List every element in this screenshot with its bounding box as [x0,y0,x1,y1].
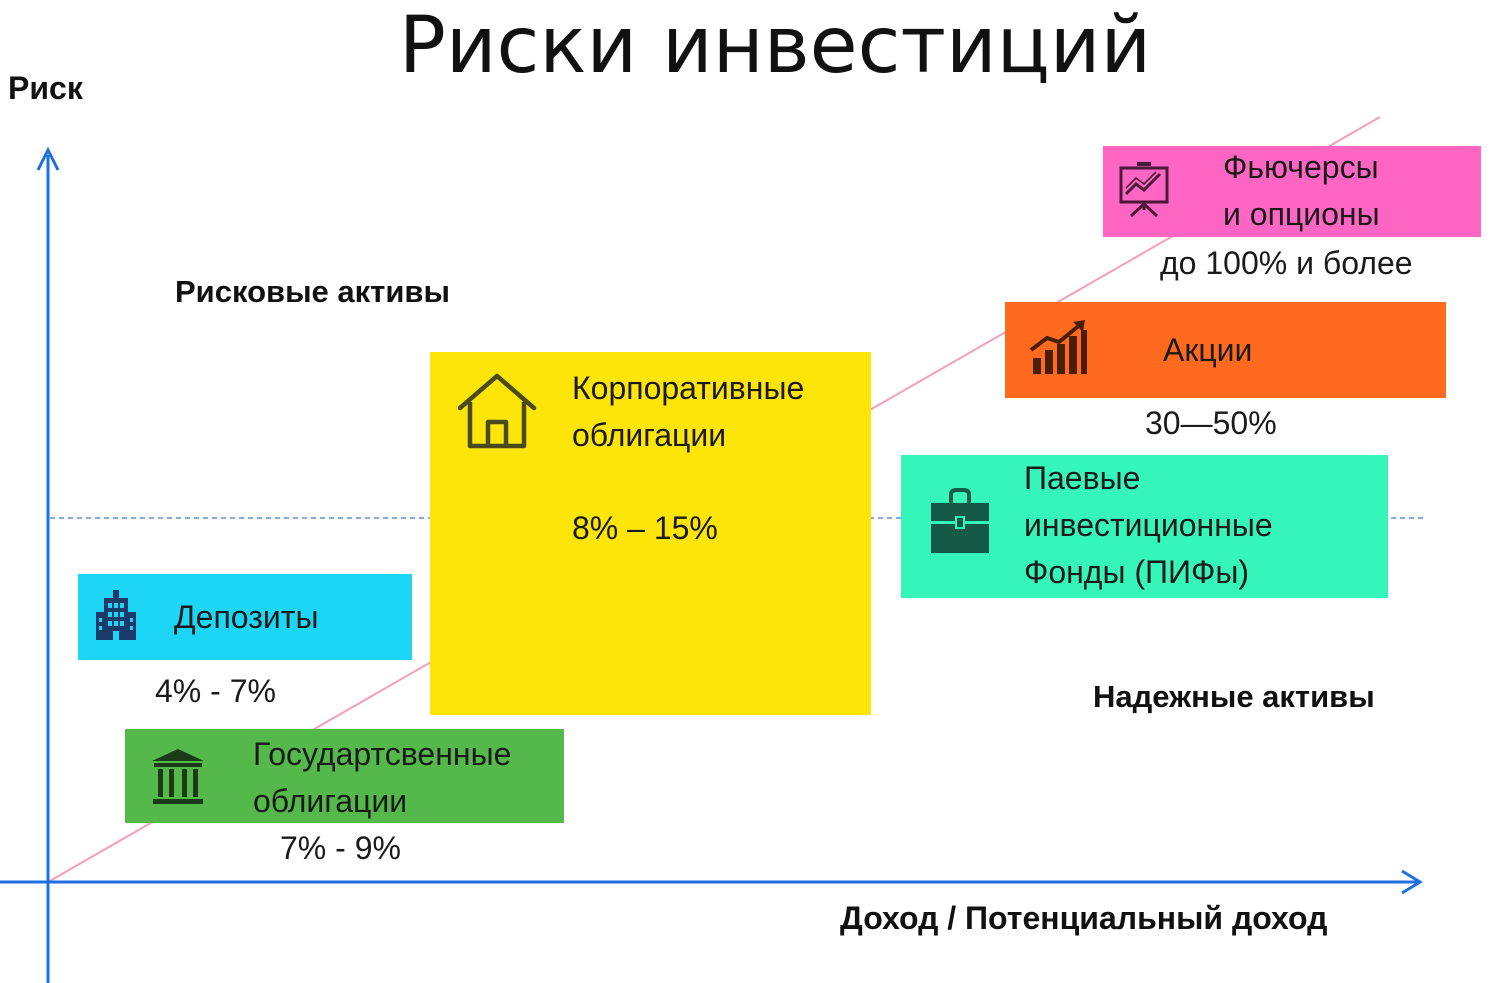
gov-bonds-label-line-2: облигации [253,783,408,819]
presentation-board-icon [1119,162,1169,218]
funds-label-line-3: Фонды (ПИФы) [1024,554,1249,590]
corp-bonds-box: Корпоративные облигации 8% – 15% [430,352,871,715]
futures-rate: до 100% и более [1160,245,1413,281]
growth-chart-icon [1029,320,1087,374]
deposits-label: Депозиты [174,599,319,635]
y-axis-label: Риск [8,70,83,106]
safe-assets-label: Надежные активы [1093,679,1375,714]
gov-bonds-label-line-1: Государтсвенные [253,736,512,772]
briefcase-icon [931,488,989,553]
stocks-label: Акции [1163,332,1253,368]
gov-bonds-box: Государтсвенные облигации [125,729,564,823]
corp-bonds-rate: 8% – 15% [572,510,718,546]
funds-label-line-2: инвестиционные [1024,507,1273,543]
corp-bonds-label-line-2: облигации [572,417,727,453]
futures-box: Фьючерсы и опционы [1103,146,1481,237]
x-axis-label: Доход / Потенциальный доход [840,900,1328,936]
corp-bonds-label-line-1: Корпоративные [572,370,805,406]
funds-box: Паевые инвестиционные Фонды (ПИФы) [901,455,1388,598]
gov-bonds-rate: 7% - 9% [280,830,401,866]
futures-label-line-2: и опционы [1223,196,1380,232]
y-axis-arrow [36,146,60,171]
stocks-rate: 30—50% [1145,405,1277,441]
x-axis-arrow [1401,869,1423,895]
deposits-rate: 4% - 7% [155,673,276,709]
funds-label-line-1: Паевые [1024,460,1141,496]
deposits-box: Депозиты [78,574,412,660]
government-building-icon [152,749,204,804]
risky-assets-label: Рисковые активы [175,274,450,309]
stocks-box: Акции [1005,302,1446,398]
page-title: Риски инвестиций [398,1,1152,91]
futures-label-line-1: Фьючерсы [1223,149,1379,185]
bank-building-icon [96,590,136,640]
house-icon [457,373,537,449]
